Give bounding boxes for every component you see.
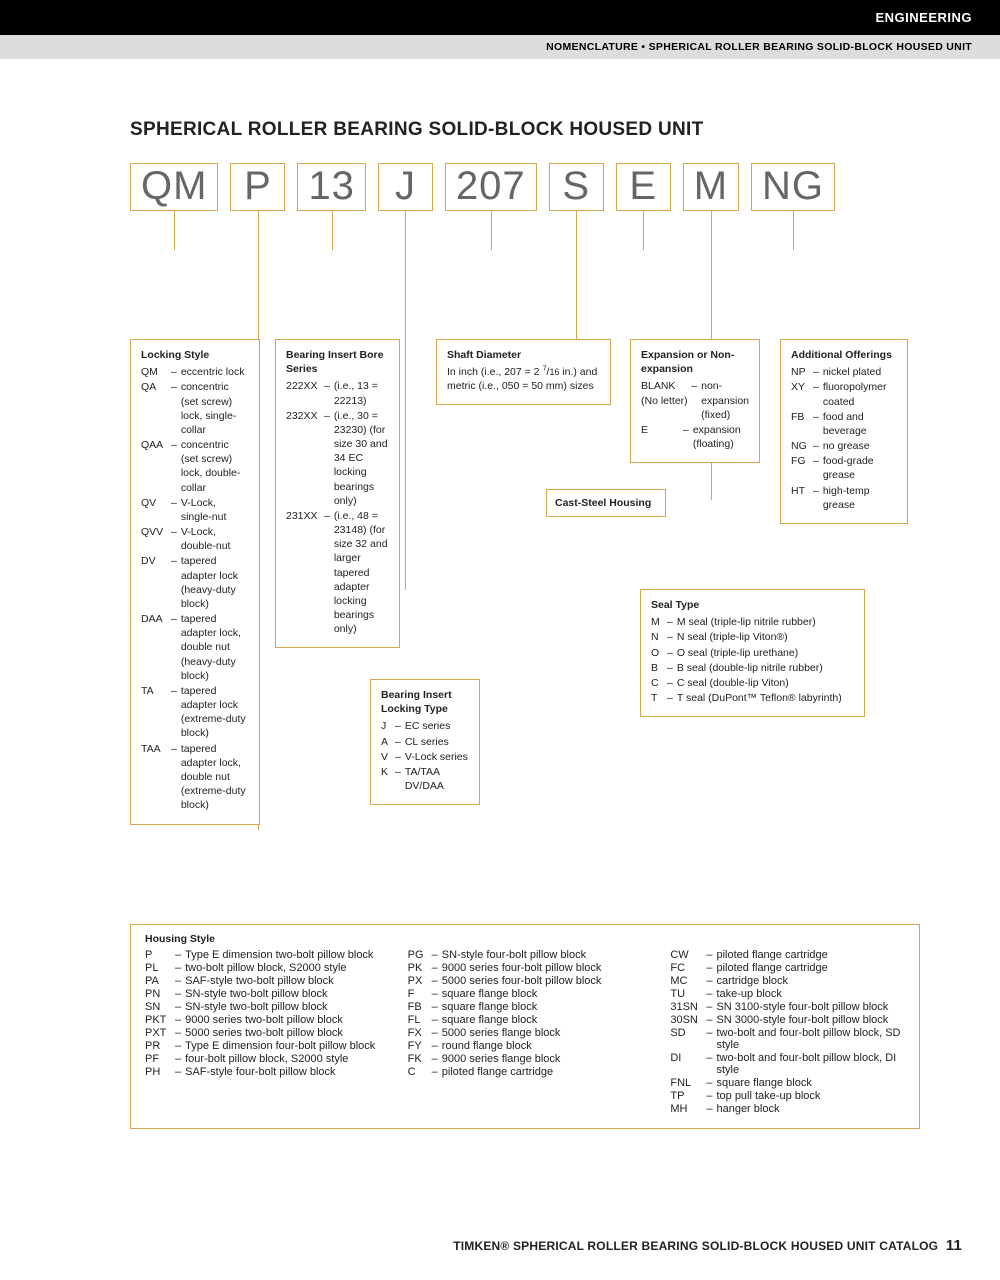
definition-row: PX–5000 series four-bolt pillow block — [408, 975, 643, 987]
code-M: M — [683, 163, 739, 211]
definition-row: QV–V-Lock, single-nut — [141, 496, 249, 524]
definition-row: M–M seal (triple-lip nitrile rubber) — [651, 615, 854, 629]
housing-style-box: Housing Style P–Type E dimension two-bol… — [130, 924, 920, 1129]
header-black-bar: ENGINEERING — [0, 0, 1000, 35]
definition-row: 232XX–(i.e., 30 = 23230) (for size 30 an… — [286, 409, 389, 508]
definition-row: TAA–tapered adapter lock, double nut (ex… — [141, 742, 249, 813]
cast-steel-heading: Cast-Steel Housing — [555, 496, 657, 510]
definition-row: HT–high-temp grease — [791, 484, 897, 512]
definition-row: FG–food-grade grease — [791, 454, 897, 482]
shaft-diameter-box: Shaft Diameter In inch (i.e., 207 = 2 7/… — [436, 339, 611, 405]
definition-row: DI–two-bolt and four-bolt pillow block, … — [670, 1052, 905, 1076]
bore-series-box: Bearing Insert Bore Series 222XX–(i.e., … — [275, 339, 400, 648]
code-13: 13 — [297, 163, 366, 211]
additional-box: Additional Offerings NP–nickel platedXY–… — [780, 339, 908, 524]
definition-row: PF–four-bolt pillow block, S2000 style — [145, 1053, 380, 1065]
definition-row: B–B seal (double-lip nitrile rubber) — [651, 661, 854, 675]
definition-row: FB–food and beverage — [791, 410, 897, 438]
definition-row: 31SN–SN 3100-style four-bolt pillow bloc… — [670, 1001, 905, 1013]
nomenclature-code-row: QM P 13 J 207 S E M NG — [130, 163, 950, 211]
definition-row: 231XX–(i.e., 48 = 23148) (for size 32 an… — [286, 509, 389, 637]
definition-row: FY–round flange block — [408, 1040, 643, 1052]
definition-row: PL–two-bolt pillow block, S2000 style — [145, 962, 380, 974]
footer: TIMKEN® SPHERICAL ROLLER BEARING SOLID-B… — [453, 1237, 962, 1254]
definition-row: V–V-Lock series — [381, 750, 469, 764]
definition-row: J–EC series — [381, 719, 469, 733]
definition-row: O–O seal (triple-lip urethane) — [651, 646, 854, 660]
definition-row: TP–top pull take-up block — [670, 1090, 905, 1102]
definition-row: PR–Type E dimension four-bolt pillow blo… — [145, 1040, 380, 1052]
expansion-heading: Expansion or Non-expansion — [641, 348, 749, 376]
definition-row: N–N seal (triple-lip Viton®) — [651, 630, 854, 644]
definition-row: 222XX–(i.e., 13 = 22213) — [286, 379, 389, 407]
code-QM: QM — [130, 163, 218, 211]
code-E: E — [616, 163, 671, 211]
definition-row: SN–SN-style two-bolt pillow block — [145, 1001, 380, 1013]
definition-row: A–CL series — [381, 735, 469, 749]
definition-row: C–C seal (double-lip Viton) — [651, 676, 854, 690]
footer-text: TIMKEN® SPHERICAL ROLLER BEARING SOLID-B… — [453, 1239, 938, 1253]
locking-type-heading: Bearing Insert Locking Type — [381, 688, 469, 716]
locking-type-box: Bearing Insert Locking Type J–EC series A… — [370, 679, 480, 805]
cast-steel-box: Cast-Steel Housing — [546, 489, 666, 517]
header-gray-bar: NOMENCLATURE • SPHERICAL ROLLER BEARING … — [0, 35, 1000, 59]
expansion-box: Expansion or Non-expansion BLANK (No let… — [630, 339, 760, 463]
definition-row: PA–SAF-style two-bolt pillow block — [145, 975, 380, 987]
definition-row: P–Type E dimension two-bolt pillow block — [145, 949, 380, 961]
code-NG: NG — [751, 163, 835, 211]
code-P: P — [230, 163, 285, 211]
page-content: SPHERICAL ROLLER BEARING SOLID-BLOCK HOU… — [0, 59, 1000, 211]
definition-row: K–TA/TAA DV/DAA — [381, 765, 469, 793]
header-breadcrumb: NOMENCLATURE • SPHERICAL ROLLER BEARING … — [546, 41, 972, 53]
definition-row: QAA–concentric (set screw) lock, double-… — [141, 438, 249, 495]
code-S: S — [549, 163, 604, 211]
definition-row: QM–eccentric lock — [141, 365, 249, 379]
page-number: 11 — [946, 1237, 962, 1254]
definition-row: QA–concentric (set screw) lock, single-c… — [141, 380, 249, 437]
definition-row: PG–SN-style four-bolt pillow block — [408, 949, 643, 961]
seal-type-box: Seal Type M–M seal (triple-lip nitrile r… — [640, 589, 865, 717]
locking-style-heading: Locking Style — [141, 348, 249, 362]
definition-row: MH–hanger block — [670, 1103, 905, 1115]
shaft-diameter-heading: Shaft Diameter — [447, 348, 600, 362]
definition-row: FX–5000 series flange block — [408, 1027, 643, 1039]
expansion-item: BLANK (No letter)– non-expansion (fixed) — [641, 379, 749, 422]
definition-row: 30SN–SN 3000-style four-bolt pillow bloc… — [670, 1014, 905, 1026]
code-J: J — [378, 163, 433, 211]
definition-row: NG–no grease — [791, 439, 897, 453]
definition-row: FB–square flange block — [408, 1001, 643, 1013]
definition-row: FC–piloted flange cartridge — [670, 962, 905, 974]
definition-row: F–square flange block — [408, 988, 643, 1000]
bore-series-heading: Bearing Insert Bore Series — [286, 348, 389, 376]
definition-row: PKT–9000 series two-bolt pillow block — [145, 1014, 380, 1026]
definition-row: T–T seal (DuPont™ Teflon® labyrinth) — [651, 691, 854, 705]
housing-style-heading: Housing Style — [145, 933, 905, 945]
definition-row: MC–cartridge block — [670, 975, 905, 987]
shaft-diameter-text: In inch (i.e., 207 = 2 7/16 in.) and met… — [447, 365, 600, 393]
definition-row: FNL–square flange block — [670, 1077, 905, 1089]
definition-row: FL–square flange block — [408, 1014, 643, 1026]
definition-row: NP–nickel plated — [791, 365, 897, 379]
definition-row: TA–tapered adapter lock (extreme-duty bl… — [141, 684, 249, 741]
additional-heading: Additional Offerings — [791, 348, 897, 362]
code-207: 207 — [445, 163, 537, 211]
definition-row: PH–SAF-style four-bolt pillow block — [145, 1066, 380, 1078]
definition-row: DV–tapered adapter lock (heavy-duty bloc… — [141, 554, 249, 611]
definition-row: SD–two-bolt and four-bolt pillow block, … — [670, 1027, 905, 1051]
definition-row: PXT–5000 series two-bolt pillow block — [145, 1027, 380, 1039]
header-category: ENGINEERING — [875, 10, 972, 25]
definition-row: DAA–tapered adapter lock, double nut (he… — [141, 612, 249, 683]
definition-row: XY–fluoropolymer coated — [791, 380, 897, 408]
locking-style-box: Locking Style QM–eccentric lockQA–concen… — [130, 339, 260, 825]
definition-row: CW–piloted flange cartridge — [670, 949, 905, 961]
definition-row: C–piloted flange cartridge — [408, 1066, 643, 1078]
expansion-item: E– expansion (floating) — [641, 423, 749, 451]
definition-row: QVV–V-Lock, double-nut — [141, 525, 249, 553]
definition-row: FK–9000 series flange block — [408, 1053, 643, 1065]
seal-type-heading: Seal Type — [651, 598, 854, 612]
page-title: SPHERICAL ROLLER BEARING SOLID-BLOCK HOU… — [130, 119, 950, 141]
definition-row: PN–SN-style two-bolt pillow block — [145, 988, 380, 1000]
definition-row: TU–take-up block — [670, 988, 905, 1000]
definition-row: PK–9000 series four-bolt pillow block — [408, 962, 643, 974]
